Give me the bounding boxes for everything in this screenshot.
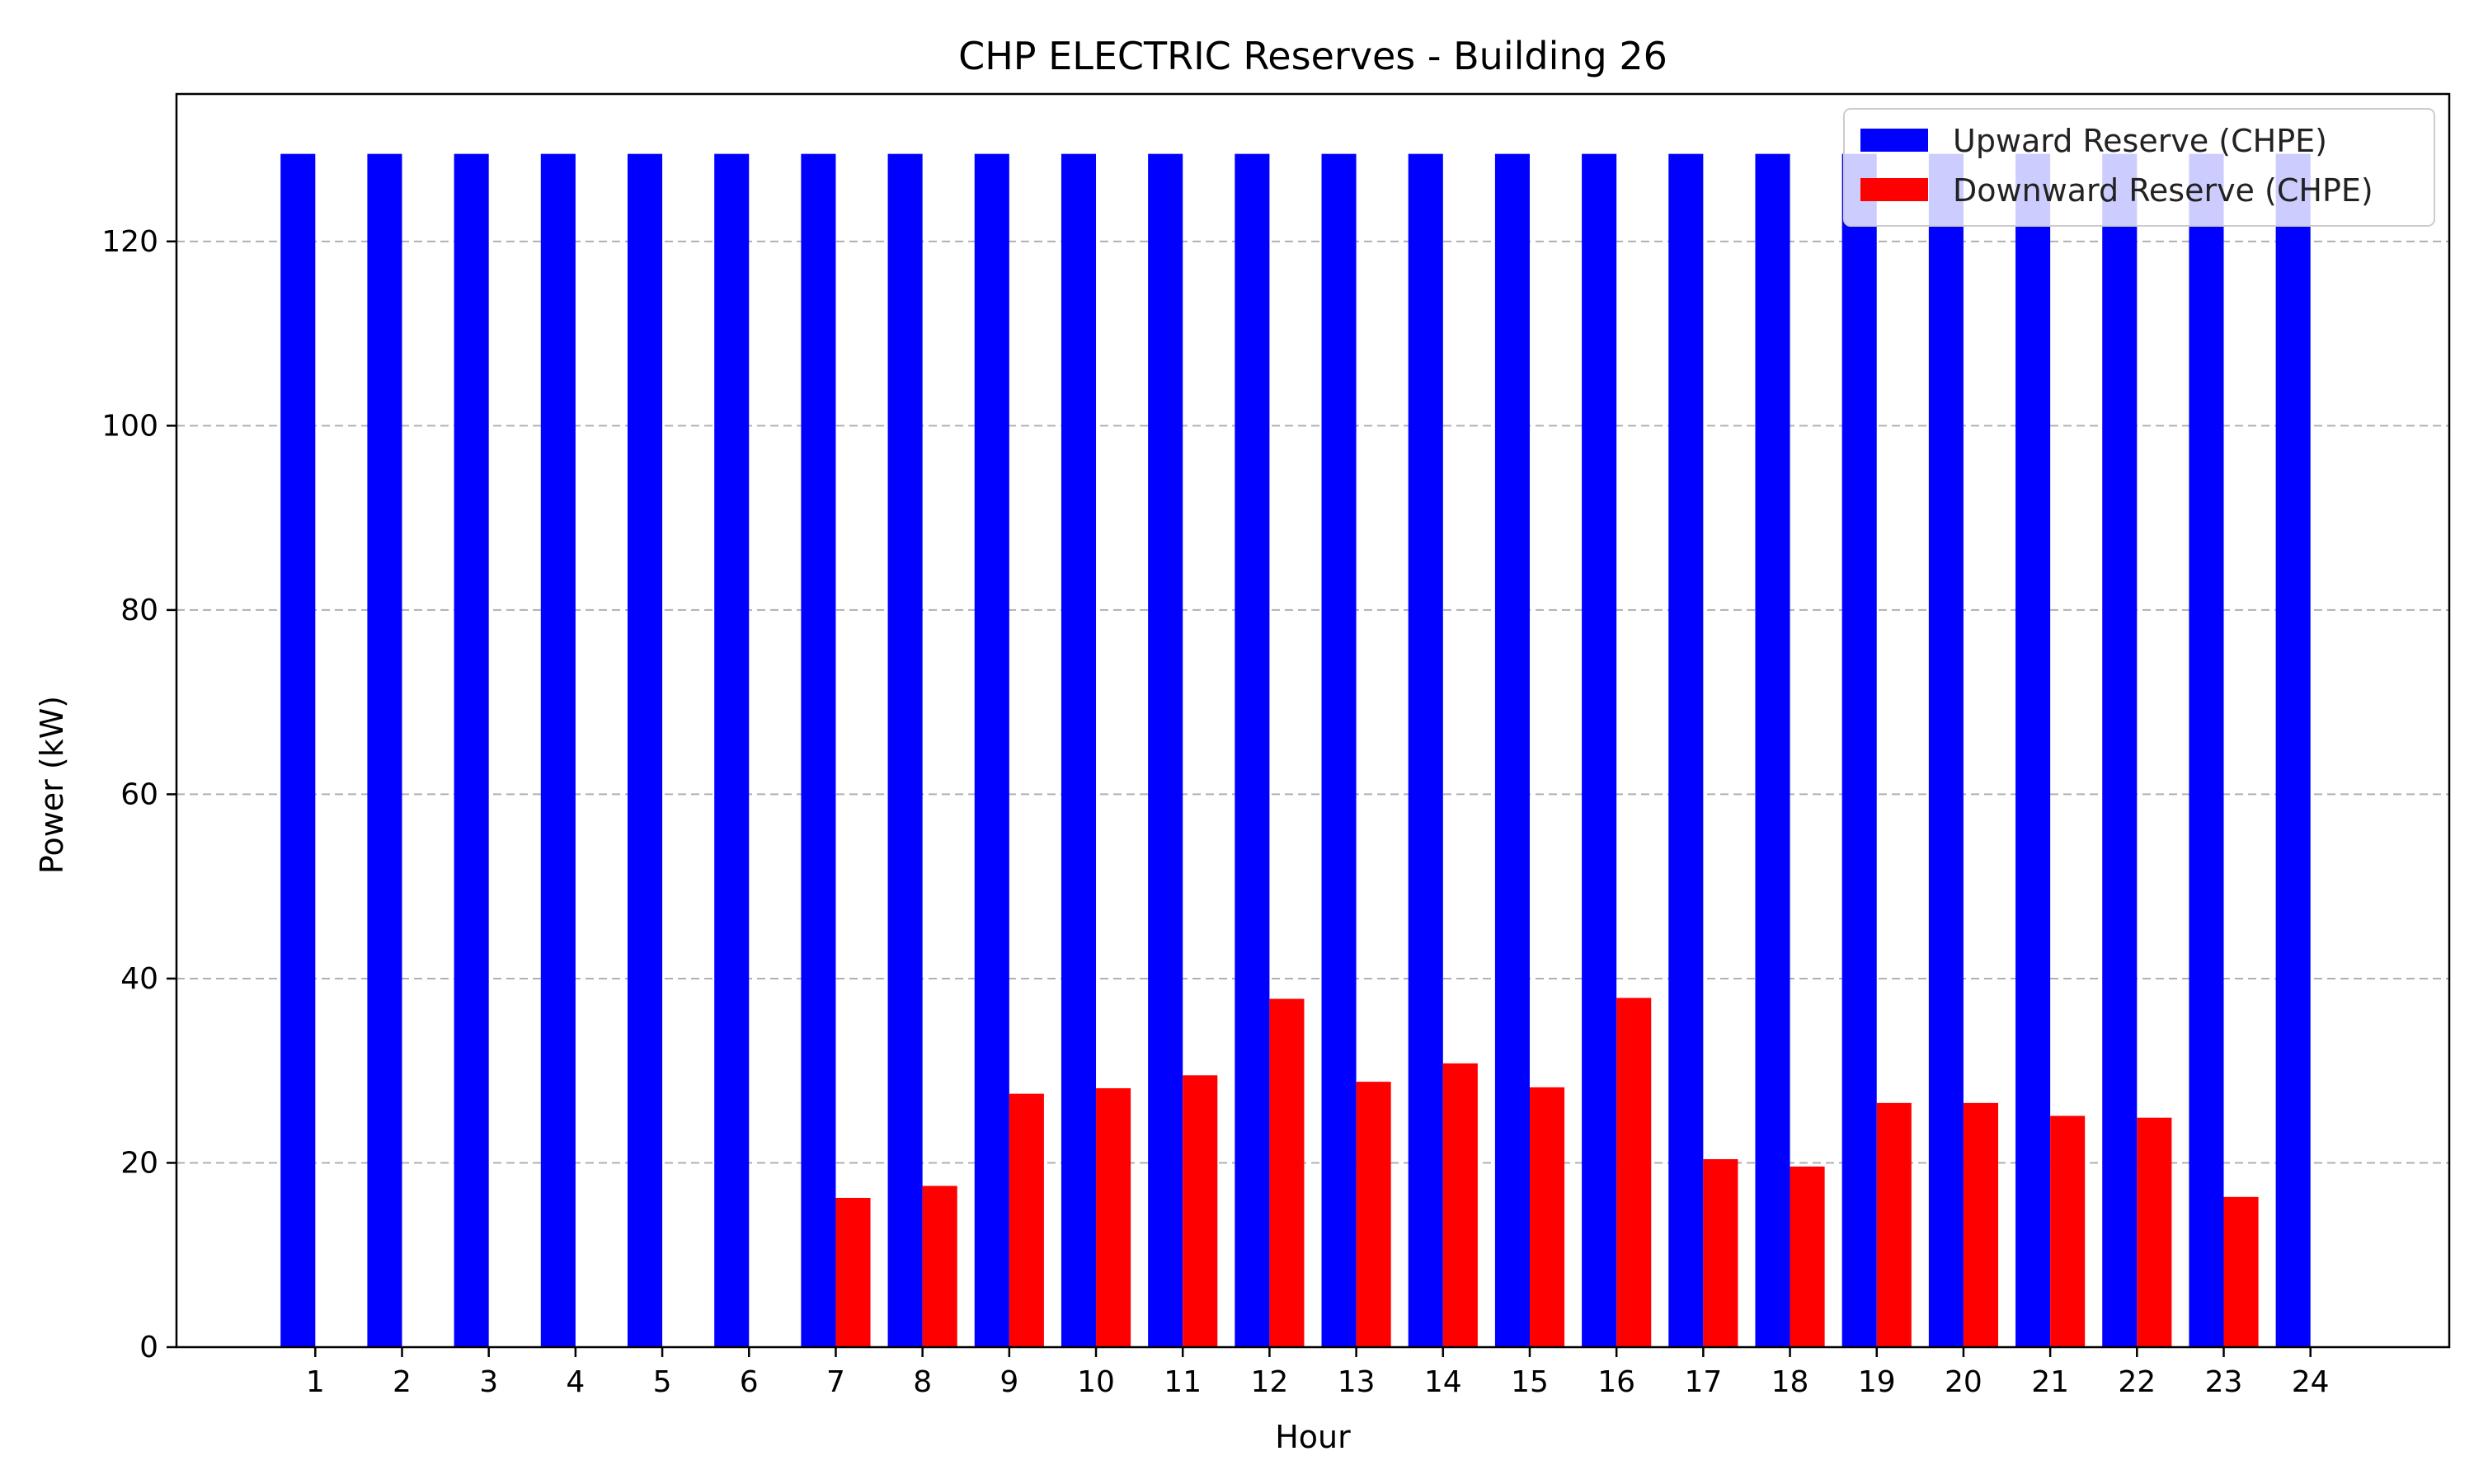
- upward-reserve-bar-hour-1: [280, 153, 316, 1347]
- x-tick-label-hour-11: 11: [1164, 1365, 1202, 1399]
- downward-reserve-bar-hour-16: [1616, 998, 1652, 1347]
- x-tick-label-hour-18: 18: [1771, 1365, 1809, 1399]
- x-tick-label-hour-12: 12: [1250, 1365, 1288, 1399]
- upward-reserve-bar-hour-18: [1755, 153, 1790, 1347]
- x-tick-label-hour-7: 7: [826, 1365, 845, 1399]
- x-tick-label-hour-16: 16: [1597, 1365, 1635, 1399]
- upward-reserve-bar-hour-14: [1408, 153, 1443, 1347]
- upward-reserve-bar-hour-22: [2102, 153, 2138, 1347]
- y-tick-label: 60: [120, 777, 158, 811]
- upward-reserve-bar-hour-19: [1841, 153, 1877, 1347]
- x-tick-label-hour-9: 9: [999, 1365, 1018, 1399]
- chart-title: CHP ELECTRIC Reserves - Building 26: [958, 34, 1667, 78]
- upward-reserve-bar-hour-3: [454, 153, 489, 1347]
- x-tick-label-hour-4: 4: [566, 1365, 585, 1399]
- y-tick-label: 20: [120, 1146, 158, 1180]
- upward-reserve-bar-hour-24: [2275, 153, 2311, 1347]
- x-tick-label-hour-21: 21: [2031, 1365, 2069, 1399]
- x-tick-label-hour-1: 1: [306, 1365, 325, 1399]
- downward-reserve-bar-hour-23: [2223, 1196, 2259, 1347]
- grid-lines: [176, 240, 2449, 1164]
- upward-legend-label: Upward Reserve (CHPE): [1953, 123, 2327, 159]
- upward-reserve-bar-hour-23: [2189, 153, 2224, 1347]
- downward-reserve-bar-hour-15: [1529, 1087, 1565, 1347]
- upward-reserve-bar-hour-5: [627, 153, 663, 1347]
- upward-reserve-bar-hour-21: [2015, 153, 2051, 1347]
- downward-reserve-bar-hour-11: [1183, 1075, 1218, 1347]
- x-tick-label-hour-13: 13: [1338, 1365, 1376, 1399]
- upward-reserve-bar-hour-15: [1494, 153, 1530, 1347]
- upward-reserve-bar-hour-17: [1668, 153, 1704, 1347]
- x-axis-title: Hour: [1275, 1419, 1351, 1455]
- downward-reserve-bar-hour-14: [1442, 1063, 1478, 1347]
- x-tick-label-hour-22: 22: [2118, 1365, 2156, 1399]
- downward-reserve-bar-hour-10: [1096, 1087, 1131, 1347]
- downward-reserve-bar-hour-8: [922, 1186, 957, 1347]
- x-tick-label-hour-6: 6: [740, 1365, 759, 1399]
- downward-reserve-bar-hour-13: [1356, 1082, 1391, 1347]
- upward-reserve-bar-hour-11: [1148, 153, 1183, 1347]
- y-tick-label: 120: [101, 225, 158, 259]
- x-tick-label-hour-10: 10: [1077, 1365, 1115, 1399]
- x-tick-label-hour-8: 8: [913, 1365, 932, 1399]
- downward-reserve-bar-hour-21: [2050, 1115, 2086, 1347]
- y-tick-label: 0: [139, 1331, 158, 1364]
- y-axis-title: Power (kW): [34, 696, 70, 874]
- upward-reserve-bar-hour-12: [1235, 153, 1270, 1347]
- downward-reserve-bar-hour-12: [1269, 998, 1305, 1347]
- upward-reserve-bar-hour-9: [974, 153, 1009, 1347]
- upward-reserve-bar-hour-7: [801, 153, 836, 1347]
- downward-reserve-bar-hour-17: [1703, 1159, 1738, 1347]
- x-tick-label-hour-2: 2: [393, 1365, 412, 1399]
- downward-reserve-bar-hour-19: [1876, 1102, 1912, 1347]
- upward-legend-swatch: [1860, 129, 1928, 152]
- x-tick-label-hour-20: 20: [1945, 1365, 1982, 1399]
- downward-reserve-bar-hour-22: [2137, 1117, 2172, 1347]
- x-tick-label-hour-14: 14: [1424, 1365, 1462, 1399]
- upward-reserve-bar-hour-10: [1061, 153, 1097, 1347]
- upward-reserve-bar-hour-20: [1928, 153, 1964, 1347]
- downward-reserve-bar-hour-7: [835, 1197, 871, 1347]
- upward-reserve-bar-hour-6: [714, 153, 750, 1347]
- legend: Upward Reserve (CHPE) Downward Reserve (C…: [1843, 108, 2435, 227]
- plot-frame: [175, 92, 2451, 1349]
- x-tick-label-hour-3: 3: [479, 1365, 498, 1399]
- downward-reserve-bar-hour-9: [1009, 1093, 1044, 1347]
- bars: [280, 153, 2311, 1347]
- x-tick-label-hour-19: 19: [1858, 1365, 1896, 1399]
- y-tick-label: 40: [120, 962, 158, 996]
- y-tick-label: 80: [120, 594, 158, 627]
- upward-reserve-bar-hour-8: [887, 153, 923, 1347]
- downward-reserve-bar-hour-18: [1790, 1166, 1825, 1347]
- x-tick-label-hour-15: 15: [1511, 1365, 1549, 1399]
- x-tick-label-hour-24: 24: [2292, 1365, 2330, 1399]
- x-tick-label-hour-23: 23: [2205, 1365, 2243, 1399]
- upward-reserve-bar-hour-16: [1582, 153, 1617, 1347]
- downward-legend-label: Downward Reserve (CHPE): [1953, 172, 2373, 209]
- upward-reserve-bar-hour-13: [1321, 153, 1357, 1347]
- downward-legend-swatch: [1860, 178, 1928, 201]
- upward-reserve-bar-hour-2: [367, 153, 402, 1347]
- x-tick-label-hour-5: 5: [653, 1365, 672, 1399]
- x-tick-label-hour-17: 17: [1684, 1365, 1722, 1399]
- legend-box: [1843, 108, 2435, 227]
- y-tick-label: 100: [101, 409, 158, 443]
- downward-reserve-bar-hour-20: [1963, 1102, 1999, 1347]
- upward-reserve-bar-hour-4: [540, 153, 576, 1347]
